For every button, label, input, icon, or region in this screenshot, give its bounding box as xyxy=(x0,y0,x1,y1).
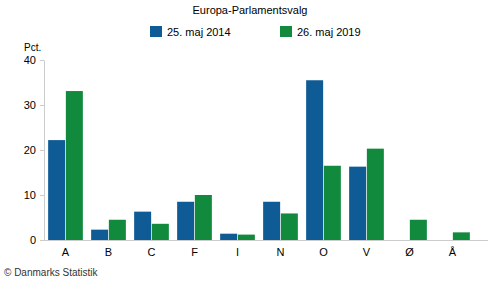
y-tick: 40 xyxy=(24,54,44,66)
bar xyxy=(66,91,83,240)
x-tick: O xyxy=(319,246,328,258)
x-tick: I xyxy=(236,246,239,258)
bar xyxy=(109,220,126,240)
y-tick: 0 xyxy=(30,234,44,246)
y-axis-line xyxy=(44,61,45,241)
bar xyxy=(306,80,323,240)
y-tick-label: 10 xyxy=(24,189,36,201)
y-axis: 0 10 20 30 40 xyxy=(24,54,45,246)
y-tick-label: 20 xyxy=(24,144,36,156)
bar xyxy=(48,140,65,240)
bar xyxy=(238,235,255,240)
x-tick-label: Å xyxy=(449,246,457,258)
bar xyxy=(367,149,384,240)
y-tick-mark xyxy=(40,60,44,61)
x-tick: B xyxy=(105,246,112,258)
x-tick: Ø xyxy=(405,246,414,258)
x-tick-label: I xyxy=(236,246,239,258)
legend-swatch xyxy=(150,26,162,37)
x-tick-label: V xyxy=(363,246,371,258)
x-tick: A xyxy=(62,246,70,258)
legend-item: 26. maj 2019 xyxy=(280,26,361,38)
x-tick-label: N xyxy=(277,246,285,258)
annotation: © Danmarks Statistik xyxy=(4,267,99,278)
bar xyxy=(410,220,427,240)
x-tick-label: O xyxy=(319,246,328,258)
y-tick-label: 0 xyxy=(30,234,36,246)
bar xyxy=(91,230,108,240)
bar xyxy=(152,224,169,240)
x-tick-label: F xyxy=(191,246,198,258)
title: Europa-Parlamentsvalg xyxy=(193,4,308,16)
bar xyxy=(134,212,151,240)
legend-label: 25. maj 2014 xyxy=(167,26,231,38)
x-tick: N xyxy=(277,246,285,258)
bar xyxy=(177,202,194,240)
y-tick: 30 xyxy=(24,99,44,111)
chart: Europa-Parlamentsvalg 25. maj 2014 26. maj… xyxy=(0,0,500,282)
x-tick: F xyxy=(191,246,198,258)
x-axis: ABCFINOVØÅ xyxy=(44,241,488,258)
legend-label: 26. maj 2019 xyxy=(297,26,361,38)
x-tick-label: C xyxy=(148,246,156,258)
x-tick: V xyxy=(363,246,371,258)
bars xyxy=(48,80,470,240)
y-tick-label: 40 xyxy=(24,54,36,66)
y-tick-mark xyxy=(40,240,44,241)
bar xyxy=(349,167,366,240)
y-tick: 10 xyxy=(24,189,44,201)
y-tick-mark xyxy=(40,150,44,151)
bar xyxy=(263,202,280,240)
legend: 25. maj 2014 26. maj 2019 xyxy=(150,26,361,38)
bar xyxy=(453,232,470,240)
y-axis-title: Pct. xyxy=(24,42,41,53)
y-tick-mark xyxy=(40,105,44,106)
y-tick-label: 30 xyxy=(24,99,36,111)
x-tick-label: A xyxy=(62,246,70,258)
bar xyxy=(195,195,212,240)
x-axis-line xyxy=(44,240,488,241)
x-tick-label: B xyxy=(105,246,112,258)
y-tick-mark xyxy=(40,195,44,196)
bar xyxy=(324,166,341,240)
legend-item: 25. maj 2014 xyxy=(150,26,231,38)
x-tick-label: Ø xyxy=(405,246,414,258)
x-tick: C xyxy=(148,246,156,258)
bar xyxy=(281,213,298,240)
x-tick: Å xyxy=(449,246,457,258)
legend-swatch xyxy=(280,26,292,37)
y-tick: 20 xyxy=(24,144,44,156)
bar xyxy=(220,234,237,240)
